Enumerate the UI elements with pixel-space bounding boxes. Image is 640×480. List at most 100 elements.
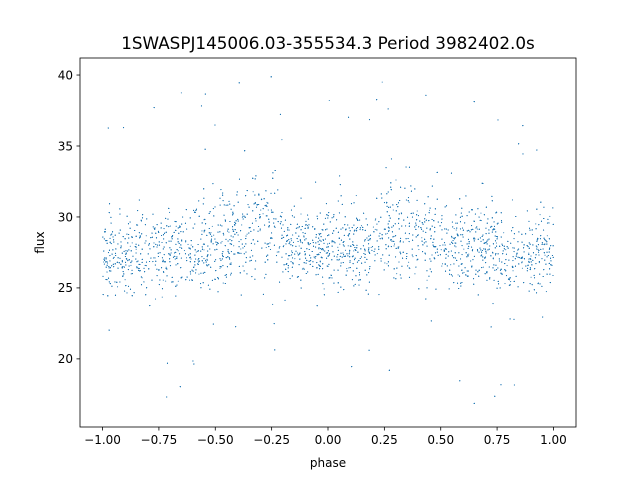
data-point <box>211 225 213 227</box>
data-point <box>455 246 457 248</box>
data-point <box>408 261 410 263</box>
data-point <box>187 243 189 245</box>
data-point <box>476 228 478 230</box>
data-point <box>106 240 108 242</box>
data-point <box>455 229 457 231</box>
data-point <box>510 281 512 283</box>
data-point <box>246 233 248 235</box>
data-point <box>406 216 409 218</box>
data-point <box>238 178 241 180</box>
data-point <box>441 265 443 267</box>
data-point <box>281 256 283 258</box>
data-point <box>502 250 504 252</box>
data-point <box>315 255 317 258</box>
data-point <box>178 232 180 234</box>
data-point <box>368 349 370 351</box>
data-point <box>396 273 398 275</box>
data-point <box>546 222 549 224</box>
data-point <box>266 201 268 203</box>
data-point <box>168 253 170 255</box>
data-point <box>521 267 523 269</box>
data-point <box>265 247 267 249</box>
data-point <box>482 266 484 268</box>
data-point <box>130 264 132 266</box>
data-point <box>331 217 333 219</box>
data-point <box>203 231 205 233</box>
data-point <box>368 243 370 245</box>
data-point <box>306 224 309 226</box>
data-point <box>480 220 482 222</box>
data-point <box>105 257 107 259</box>
data-point <box>372 226 374 228</box>
data-point <box>342 244 344 246</box>
data-point <box>397 247 399 249</box>
data-point <box>374 260 376 262</box>
data-point <box>117 243 119 245</box>
data-point <box>425 231 427 233</box>
data-point <box>538 262 540 264</box>
data-point <box>105 258 107 260</box>
data-point <box>305 238 307 240</box>
data-point <box>195 251 197 253</box>
data-point <box>255 220 257 222</box>
data-point <box>281 237 283 239</box>
data-point <box>550 260 552 262</box>
data-point <box>316 215 318 217</box>
data-point <box>243 215 245 217</box>
data-point <box>450 264 452 266</box>
data-point <box>529 283 531 285</box>
data-point <box>521 261 523 263</box>
data-point <box>188 279 191 281</box>
data-point <box>180 92 182 94</box>
data-point <box>165 266 167 268</box>
data-point <box>132 255 134 257</box>
data-point <box>539 214 541 216</box>
data-point <box>328 234 330 236</box>
data-point <box>393 245 395 247</box>
data-point <box>386 263 388 265</box>
data-point <box>503 232 505 234</box>
data-point <box>103 238 105 240</box>
data-point <box>513 251 515 253</box>
data-point <box>460 234 462 236</box>
data-point <box>201 230 203 232</box>
data-point <box>183 250 185 252</box>
data-point <box>133 292 135 294</box>
data-point <box>529 243 531 245</box>
data-point <box>431 225 433 227</box>
data-point <box>494 247 496 249</box>
data-point <box>441 263 444 265</box>
data-point <box>486 272 488 274</box>
data-point <box>426 287 428 289</box>
data-point <box>252 210 254 212</box>
data-point <box>303 236 305 238</box>
data-point <box>546 235 548 237</box>
data-point <box>283 230 285 232</box>
data-point <box>114 234 116 236</box>
data-point <box>215 259 217 261</box>
data-point <box>276 261 278 263</box>
data-point <box>126 233 128 235</box>
data-point <box>241 224 243 226</box>
data-point <box>129 245 131 247</box>
data-point <box>303 235 305 237</box>
data-point <box>209 288 211 290</box>
data-point <box>231 240 233 242</box>
data-point <box>552 274 554 277</box>
data-point <box>541 243 543 245</box>
data-point <box>175 295 177 297</box>
data-point <box>194 249 196 251</box>
data-point <box>408 201 410 203</box>
data-point <box>543 206 545 208</box>
data-point <box>414 273 416 275</box>
data-point <box>135 246 137 248</box>
data-point <box>387 108 389 110</box>
data-point <box>116 286 119 288</box>
data-point <box>294 258 296 260</box>
data-point <box>472 278 475 280</box>
data-point <box>537 248 539 251</box>
data-point <box>207 250 209 252</box>
data-point <box>293 216 295 218</box>
data-point <box>405 166 407 168</box>
data-point <box>185 241 187 243</box>
